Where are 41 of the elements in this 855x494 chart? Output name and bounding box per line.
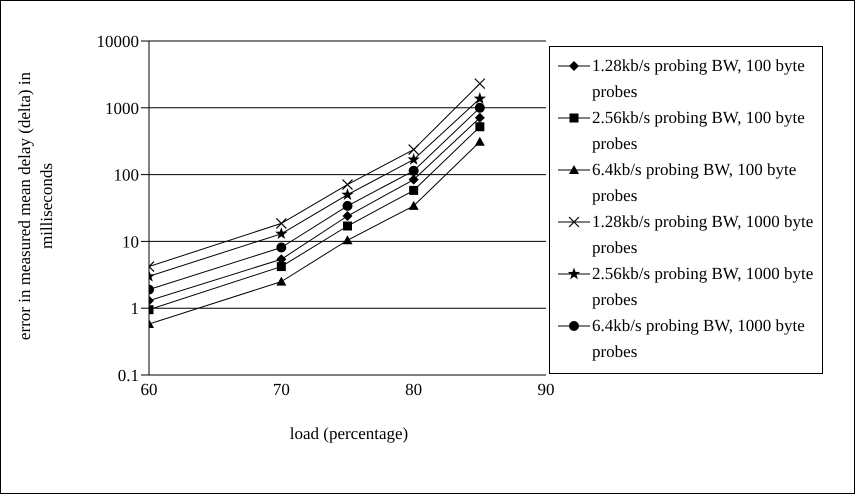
point xyxy=(474,102,485,113)
point xyxy=(341,188,354,200)
point xyxy=(474,92,486,104)
point xyxy=(276,276,286,286)
legend-label: 2.56kb/s probing BW, 1000 byte probes xyxy=(592,263,814,311)
legend-label: 1.28kb/s probing BW, 1000 byte probes xyxy=(592,211,814,259)
x-tick-label: 70 xyxy=(272,380,290,400)
y-tick-label: 100 xyxy=(114,166,139,185)
x-tick-label: 60 xyxy=(140,380,158,400)
point xyxy=(474,136,485,146)
point xyxy=(408,174,419,185)
point xyxy=(408,166,419,176)
point xyxy=(342,200,352,211)
point xyxy=(342,235,352,244)
y-tick-label: 10000 xyxy=(96,32,139,52)
x-tick-label: 80 xyxy=(405,380,422,400)
point xyxy=(474,78,486,90)
legend-label: 2.56kb/s probing BW, 100 byte probes xyxy=(592,107,806,155)
point xyxy=(276,262,286,272)
point xyxy=(276,242,286,253)
point xyxy=(342,211,352,221)
point xyxy=(342,178,354,190)
point xyxy=(276,218,287,229)
x-axis-title: load (percentage) xyxy=(288,424,410,444)
point xyxy=(409,186,418,195)
y-tick-label: 1000 xyxy=(105,98,139,118)
point xyxy=(407,153,420,165)
point xyxy=(408,200,419,210)
y-tick-label: 10 xyxy=(122,232,139,252)
point xyxy=(408,144,420,156)
legend-label: 6.4kb/s probing BW, 100 byte probes xyxy=(592,159,798,207)
point xyxy=(475,122,484,132)
legend-label: 1.28kb/s probing BW, 100 byte probes xyxy=(592,55,806,103)
y-tick-label: 1 xyxy=(130,299,139,318)
point xyxy=(343,222,352,231)
y-tick-label: 0.1 xyxy=(118,366,139,386)
point xyxy=(275,227,288,240)
x-tick-label: 90 xyxy=(538,380,554,400)
y-axis-title: error in measured mean delay (delta) in milliseconds xyxy=(14,70,57,342)
point xyxy=(474,112,485,123)
legend-label: 6.4kb/s probing BW, 1000 byte probes xyxy=(592,315,806,363)
